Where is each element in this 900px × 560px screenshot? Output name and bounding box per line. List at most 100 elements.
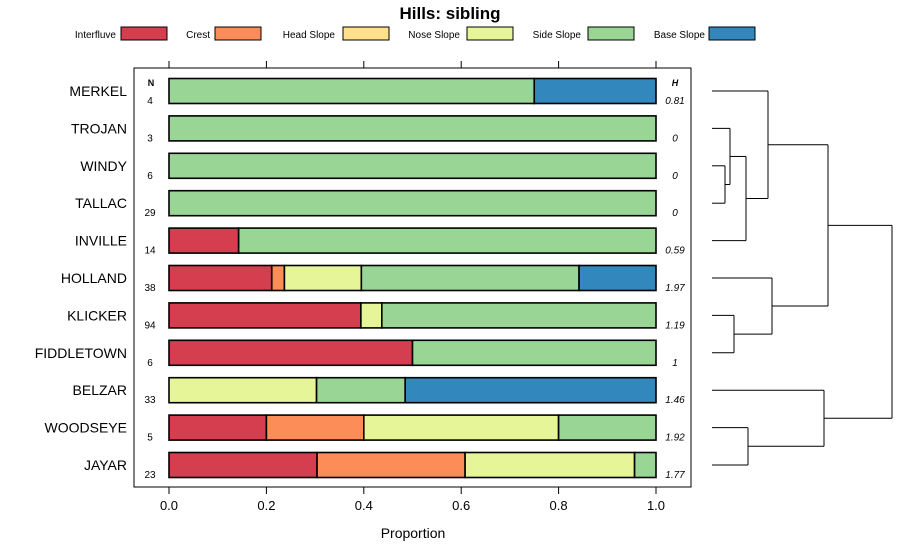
bar-segment-side-slope [381,302,657,329]
bar-row-jayar: JAYAR 23 1.77 [84,451,685,481]
bar-segment-side-slope [168,115,657,142]
n-column-header: N [148,78,155,88]
bar-row-belzar: BELZAR 33 1.46 [73,376,685,406]
h-column-header: H [672,78,679,88]
dendrogram [712,90,893,466]
bar-segment-interfluve [168,414,268,441]
h-value-label: 1.46 [665,395,685,406]
category-label: FIDDLETOWN [35,345,127,361]
category-label: BELZAR [73,382,127,398]
bar-segment-side-slope [411,339,657,367]
h-value-label: 0.59 [665,246,685,257]
h-value-label: 1 [672,358,678,369]
h-value-label: 1.97 [665,283,685,294]
bar-row-woodseye: WOODSEYE 5 1.92 [45,414,685,444]
h-value-label: 1.92 [665,433,685,444]
bar-row-klicker: KLICKER 94 1.19 [67,302,685,331]
n-count-label: 4 [147,96,153,107]
bar-segment-side-slope [557,414,657,441]
n-count-label: 38 [144,283,156,294]
legend-swatch-interfluve [120,26,168,41]
bar-segment-crest [265,414,365,441]
bar-segment-interfluve [168,302,362,329]
bar-segment-side-slope [168,77,536,105]
h-value-label: 0.81 [665,96,684,107]
bar-row-windy: WINDY 6 0 [80,152,678,182]
bar-rows: MERKEL 4 0.81 TROJAN 3 0 WINDY 6 0 TALLAC 29 0 INVIL… [35,77,685,481]
legend-swatch-base-slope [708,26,756,41]
x-tick-label: 0.6 [452,498,470,513]
h-value-label: 0 [672,208,678,219]
legend-swatch-nose-slope [466,26,514,41]
category-label: TALLAC [75,195,127,211]
x-tick-label: 0.0 [160,498,178,513]
h-value-label: 1.19 [665,320,685,331]
legend-label-head-slope: Head Slope [283,30,336,41]
n-count-label: 14 [144,246,156,257]
bar-segment-interfluve [168,227,240,254]
legend-label-interfluve: Interfluve [75,30,117,41]
bar-segment-side-slope [633,451,657,479]
bar-segment-nose-slope [168,376,318,404]
legend-swatch-side-slope [587,26,635,41]
bar-segment-base-slope [404,376,657,404]
bar-segment-crest [270,264,286,292]
bar-segment-interfluve [168,264,273,292]
n-count-label: 5 [147,433,153,444]
bar-segment-side-slope [315,376,406,404]
h-value-label: 0 [672,133,678,144]
legend: Interfluve Crest Head Slope Nose Slope Side … [75,26,756,41]
bar-segment-interfluve [168,451,318,479]
bar-segment-nose-slope [464,451,636,479]
category-label: WOODSEYE [45,420,127,436]
h-value-label: 0 [672,171,678,182]
x-axis-label: Proportion [381,525,446,541]
bar-row-holland: HOLLAND 38 1.97 [61,264,685,294]
legend-label-nose-slope: Nose Slope [408,30,460,41]
n-count-label: 29 [144,208,156,219]
bar-segment-side-slope [168,189,657,217]
x-tick-label: 1.0 [647,498,665,513]
category-label: JAYAR [84,457,127,473]
bar-row-tallac: TALLAC 29 0 [75,189,678,219]
n-count-label: 6 [147,171,153,182]
category-label: TROJAN [71,120,127,136]
category-label: WINDY [80,158,127,174]
x-tick-label: 0.4 [355,498,373,513]
legend-swatch-crest [214,26,262,41]
bar-segment-nose-slope [362,414,560,441]
bar-segment-nose-slope [283,264,363,292]
legend-label-side-slope: Side Slope [533,30,582,41]
n-count-label: 94 [144,320,156,331]
legend-swatch-head-slope [342,26,390,41]
bar-segment-interfluve [168,339,414,367]
bar-segment-base-slope [533,77,657,105]
bar-segment-base-slope [578,264,657,292]
bar-segment-crest [316,451,466,479]
category-label: KLICKER [67,307,127,323]
x-tick-label: 0.8 [550,498,568,513]
legend-label-crest: Crest [186,30,210,41]
bar-segment-nose-slope [360,302,383,329]
category-label: INVILLE [75,233,127,249]
bar-row-trojan: TROJAN 3 0 [71,115,678,144]
bar-row-fiddletown: FIDDLETOWN 6 1 [35,339,678,369]
x-tick-label: 0.2 [257,498,275,513]
n-count-label: 23 [144,470,156,481]
bar-segment-side-slope [237,227,657,254]
plot-frame [133,67,692,488]
n-count-label: 6 [147,358,153,369]
h-value-label: 1.77 [665,470,685,481]
top-axis-ticks [168,61,657,68]
category-label: HOLLAND [61,270,127,286]
n-count-label: 33 [144,395,156,406]
bar-segment-side-slope [360,264,580,292]
n-count-label: 3 [147,133,153,144]
chart-title: Hills: sibling [399,4,500,23]
x-axis: 0.0 0.2 0.4 0.6 0.8 1.0 [160,487,665,513]
bar-segment-side-slope [168,152,657,180]
bar-row-inville: INVILLE 14 0.59 [75,227,685,257]
category-label: MERKEL [69,83,127,99]
bar-row-merkel: MERKEL 4 0.81 [69,77,685,107]
